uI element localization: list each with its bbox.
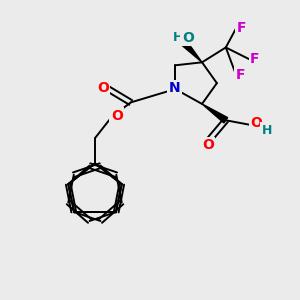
Text: O: O	[111, 109, 123, 123]
Text: F: F	[235, 68, 245, 82]
Text: F: F	[237, 21, 246, 35]
Text: O: O	[202, 138, 214, 152]
Text: H: H	[262, 124, 272, 136]
Text: O: O	[182, 31, 194, 45]
Polygon shape	[182, 41, 202, 62]
Text: N: N	[169, 82, 181, 95]
Text: O: O	[97, 81, 109, 94]
Polygon shape	[202, 104, 228, 123]
Text: O: O	[250, 116, 262, 130]
Text: F: F	[250, 52, 260, 66]
Text: H: H	[172, 31, 183, 44]
